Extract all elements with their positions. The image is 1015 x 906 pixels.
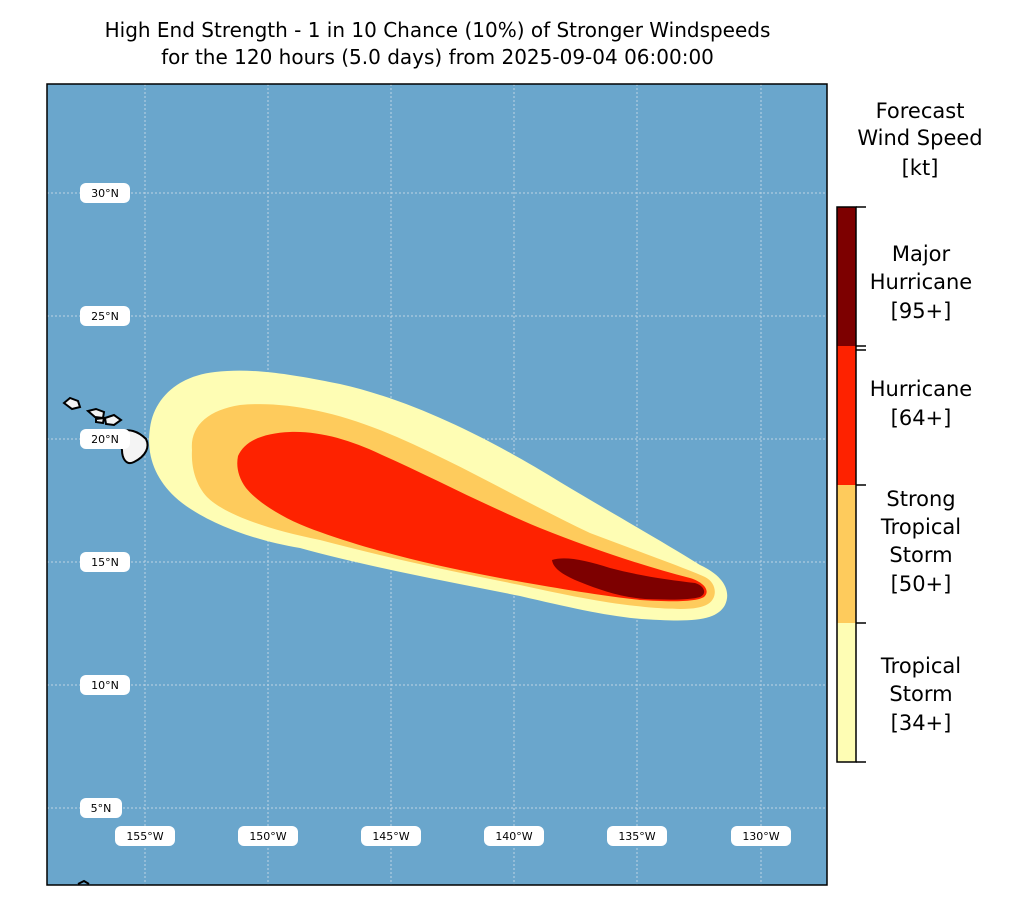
lat-label-30: 30°N xyxy=(91,187,119,200)
lat-label-box xyxy=(80,429,130,449)
lon-label-box xyxy=(607,826,667,846)
cb-label-hurricane: Hurricane xyxy=(869,377,973,401)
chart-title-line-2: for the 120 hours (5.0 days) from 2025-0… xyxy=(161,45,714,69)
lat-label-15: 15°N xyxy=(91,556,119,569)
land-edge-fragment xyxy=(77,879,90,885)
island-oahu xyxy=(85,407,106,420)
colorbar-major-hurricane xyxy=(837,207,856,346)
cb-label-tropical-storm: [34+] xyxy=(890,711,952,735)
cb-label-major-hurricane: Major xyxy=(891,242,951,266)
lat-label-10: 10°N xyxy=(91,679,119,692)
cb-label-major-hurricane: Hurricane xyxy=(869,270,973,294)
map-frame xyxy=(46,83,828,886)
lat-label-box xyxy=(80,552,130,572)
lat-label-25: 25°N xyxy=(91,310,119,323)
lon-label-155: 155°W xyxy=(126,830,163,843)
lat-label-box xyxy=(80,306,130,326)
colorbar-ticks xyxy=(856,206,866,763)
colorbar-strong-tropical-storm xyxy=(837,485,856,623)
colorbar-title-line: [kt] xyxy=(901,156,939,180)
lat-label-box xyxy=(80,183,130,203)
cb-label-strong-tropical-storm: [50+] xyxy=(890,572,952,596)
lon-label-145: 145°W xyxy=(372,830,409,843)
island-maui xyxy=(103,413,123,427)
cb-label-strong-tropical-storm: Strong xyxy=(886,487,956,511)
longitude-labels: 155°W 150°W 145°W 140°W 135°W 130°W xyxy=(115,826,791,846)
latitude-labels: 30°N 25°N 20°N 15°N 10°N 5°N xyxy=(80,183,130,818)
colorbar-title-line: Wind Speed xyxy=(857,126,983,150)
colorbar xyxy=(836,206,866,763)
lon-label-130: 130°W xyxy=(742,830,779,843)
lat-label-5: 5°N xyxy=(91,802,112,815)
lon-label-135: 135°W xyxy=(618,830,655,843)
island-kauai xyxy=(62,396,82,411)
cb-label-strong-tropical-storm: Storm xyxy=(889,543,953,567)
cb-label-tropical-storm: Storm xyxy=(889,682,953,706)
island-molokai xyxy=(95,416,106,425)
colorbar-title-line: Forecast xyxy=(875,99,965,123)
lat-label-box xyxy=(80,675,130,695)
cb-label-major-hurricane: [95+] xyxy=(890,299,952,323)
cb-label-hurricane: [64+] xyxy=(890,406,952,430)
lon-label-box xyxy=(238,826,298,846)
chart-title-line-1: High End Strength - 1 in 10 Chance (10%)… xyxy=(104,18,771,42)
lon-label-box xyxy=(361,826,421,846)
lon-label-box xyxy=(115,826,175,846)
colorbar-hurricane xyxy=(837,346,856,485)
lon-label-box xyxy=(484,826,544,846)
lon-label-150: 150°W xyxy=(249,830,286,843)
cb-label-tropical-storm: Tropical xyxy=(880,654,962,678)
hurricane-swath xyxy=(237,431,707,602)
lon-label-box xyxy=(731,826,791,846)
lon-label-140: 140°W xyxy=(495,830,532,843)
colorbar-tropical-storm xyxy=(837,623,856,762)
lat-label-box xyxy=(80,798,122,818)
major-hurricane-swath xyxy=(552,558,705,600)
lat-label-20: 20°N xyxy=(91,433,119,446)
cb-label-strong-tropical-storm: Tropical xyxy=(880,515,962,539)
